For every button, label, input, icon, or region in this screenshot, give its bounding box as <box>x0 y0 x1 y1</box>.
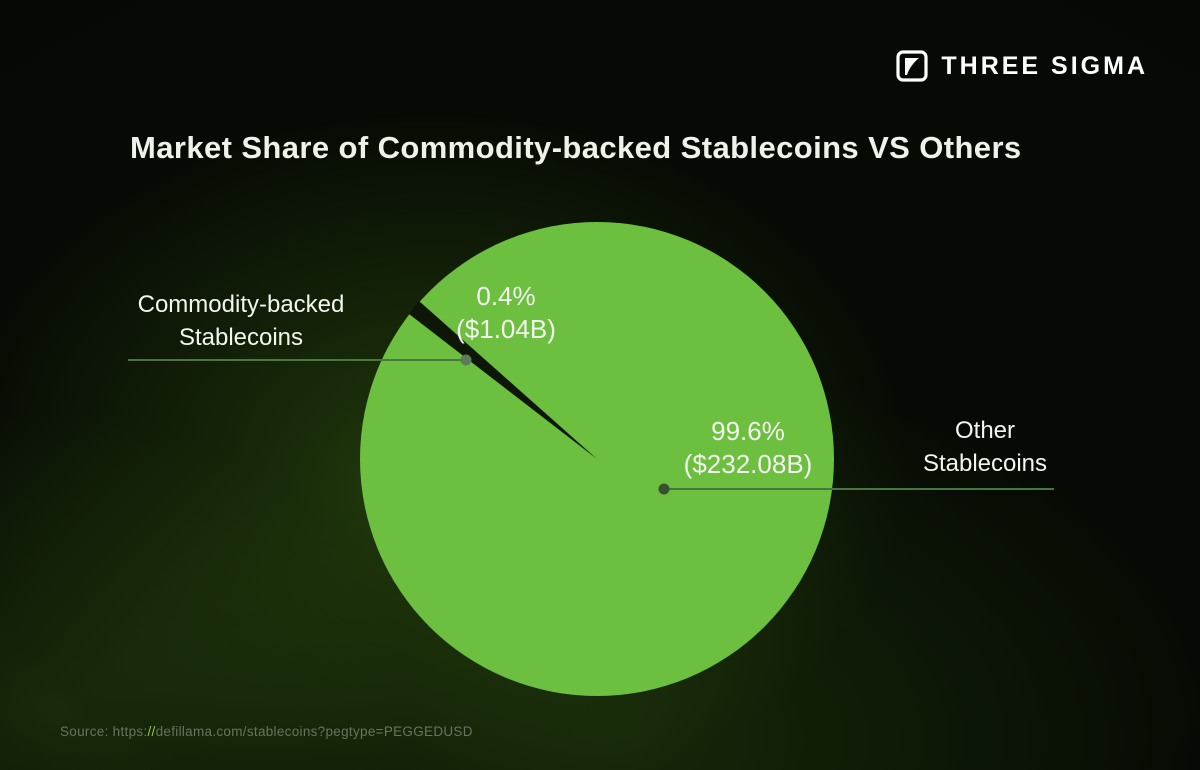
callout-label-commodity: Commodity-backed Stablecoins <box>111 288 371 354</box>
leader-dot-other <box>658 483 670 495</box>
leader-dot-commodity <box>460 354 472 366</box>
slice-stat-commodity: 0.4% ($1.04B) <box>416 280 596 346</box>
callout-label-other-line1: Other <box>954 417 1016 444</box>
brand-lockup: THREE SIGMA <box>896 50 1148 82</box>
source-url: defillama.com/stablecoins?pegtype=PEGGED… <box>155 724 473 739</box>
three-sigma-logo-icon <box>896 50 928 82</box>
slice-stat-other: 99.6% ($232.08B) <box>648 415 848 481</box>
source-slashes: // <box>147 724 156 739</box>
slice-percent-commodity: 0.4% <box>476 281 536 311</box>
brand-name: THREE SIGMA <box>941 51 1148 80</box>
callout-label-commodity-line1: Commodity-backed <box>137 291 345 318</box>
pie-slice-commodity-backed <box>409 301 597 459</box>
slice-percent-other: 99.6% <box>711 416 785 446</box>
slice-value-commodity: ($1.04B) <box>456 314 556 344</box>
source-prefix: Source: https: <box>60 724 148 739</box>
slice-value-other: ($232.08B) <box>683 449 813 479</box>
chart-title: Market Share of Commodity-backed Stablec… <box>130 130 1022 165</box>
source-attribution: Source: https://defillama.com/stablecoin… <box>60 724 473 739</box>
callout-label-other: Other Stablecoins <box>905 414 1065 480</box>
callout-label-commodity-line2: Stablecoins <box>178 324 304 351</box>
callout-label-other-line2: Stablecoins <box>922 450 1048 477</box>
